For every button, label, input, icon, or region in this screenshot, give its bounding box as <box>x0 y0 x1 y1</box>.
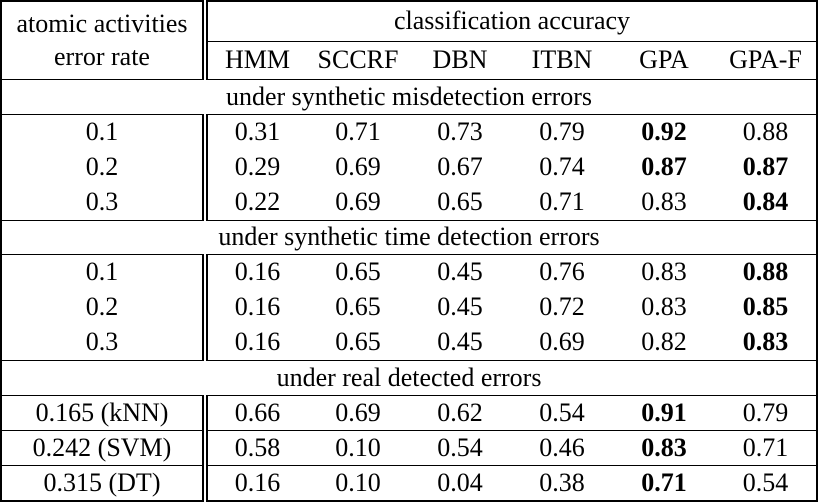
cell: 0.82 <box>641 327 687 357</box>
cell: 0.71 <box>613 465 715 501</box>
cell: 0.45 <box>437 327 483 357</box>
row-label: 0.3 <box>85 327 119 357</box>
cell: 0.16 <box>202 325 307 361</box>
column-header-itbn: ITBN <box>511 41 613 81</box>
table-row: 0.315 (DT) 0.16 0.10 0.04 0.38 0.71 0.54 <box>1 465 818 501</box>
cell: 0.29 <box>202 149 307 185</box>
span-header: classification accuracy <box>201 1 818 42</box>
cell: 0.66 <box>202 395 307 431</box>
column-header-sccrf: SCCRF <box>307 41 409 81</box>
table-row: 0.3 0.16 0.65 0.45 0.69 0.82 0.83 <box>1 325 817 361</box>
cell: 0.45 <box>437 257 483 287</box>
table-row: 0.2 0.16 0.65 0.45 0.72 0.83 0.85 <box>1 290 817 326</box>
cell: 0.83 <box>641 257 687 287</box>
cell: 0.31 <box>202 114 307 150</box>
cell: 0.69 <box>335 186 381 216</box>
cell: 0.73 <box>437 117 483 147</box>
corner-header: atomic activities error rate <box>1 1 205 81</box>
cell: 0.54 <box>539 397 585 427</box>
table-row: 0.1 0.31 0.71 0.73 0.79 0.92 0.88 <box>1 114 817 150</box>
cell: 0.65 <box>335 257 381 287</box>
cell: 0.16 <box>202 290 307 326</box>
row-label: 0.1 <box>85 117 119 147</box>
cell: 0.65 <box>335 327 381 357</box>
cell: 0.72 <box>539 292 585 322</box>
cell: 0.79 <box>539 117 585 147</box>
corner-header-line1: atomic activities <box>16 9 188 39</box>
cell: 0.88 <box>742 117 789 147</box>
cell: 0.67 <box>437 152 483 182</box>
cell: 0.38 <box>511 465 613 501</box>
table-row: 0.165 (kNN) 0.66 0.69 0.62 0.54 0.91 0.7… <box>1 395 817 431</box>
table-row: 0.242 (SVM) 0.58 0.10 0.54 0.46 0.83 0.7… <box>1 429 818 466</box>
cell: 0.71 <box>715 429 818 466</box>
table-row: 0.2 0.29 0.69 0.67 0.74 0.87 0.87 <box>1 149 817 185</box>
header-row-2: HMM SCCRF DBN ITBN GPA GPA-F <box>1 41 818 81</box>
cell: 0.91 <box>641 397 687 427</box>
column-header-gpa: GPA <box>613 41 715 81</box>
cell: 0.79 <box>742 397 789 427</box>
row-label: 0.2 <box>85 292 119 322</box>
row-label: 0.3 <box>85 186 119 216</box>
section-title: under synthetic time detection errors <box>1 219 818 256</box>
cell: 0.74 <box>539 152 585 182</box>
cell: 0.46 <box>511 429 613 466</box>
cell: 0.88 <box>742 257 789 287</box>
cell: 0.65 <box>335 292 381 322</box>
cell: 0.04 <box>409 465 511 501</box>
column-header-gpaf: GPA-F <box>715 41 818 81</box>
cell: 0.69 <box>539 327 585 357</box>
cell: 0.54 <box>715 465 818 501</box>
section-title: under real detected errors <box>1 359 818 396</box>
cell: 0.16 <box>202 254 307 291</box>
cell: 0.54 <box>409 429 511 466</box>
cell: 0.83 <box>641 186 687 216</box>
section-header-time-detection: under synthetic time detection errors <box>1 219 818 256</box>
cell: 0.69 <box>335 152 381 182</box>
cell: 0.69 <box>335 397 381 427</box>
row-label: 0.242 (SVM) <box>1 429 205 466</box>
cell: 0.45 <box>437 292 483 322</box>
cell: 0.87 <box>641 152 687 182</box>
header-row-1: atomic activities error rate classificat… <box>1 1 818 81</box>
section-title: under synthetic misdetection errors <box>1 79 818 115</box>
cell: 0.62 <box>437 397 483 427</box>
cell: 0.71 <box>335 117 381 147</box>
cell: 0.92 <box>641 117 687 147</box>
table-row: 0.1 0.16 0.65 0.45 0.76 0.83 0.88 <box>1 254 817 291</box>
section-header-misdetection: under synthetic misdetection errors <box>1 79 818 115</box>
cell: 0.22 <box>202 184 307 221</box>
row-label: 0.1 <box>85 257 119 287</box>
column-header-hmm: HMM <box>202 41 307 81</box>
cell: 0.85 <box>742 292 789 322</box>
corner-header-line2: error rate <box>54 41 150 71</box>
cell: 0.87 <box>742 152 789 182</box>
column-header-dbn: DBN <box>409 41 511 81</box>
section-header-real-errors: under real detected errors <box>1 359 818 396</box>
cell: 0.76 <box>539 257 585 287</box>
cell: 0.65 <box>437 186 483 216</box>
cell: 0.10 <box>307 429 409 466</box>
cell: 0.83 <box>742 327 789 357</box>
cell: 0.10 <box>307 465 409 501</box>
cell: 0.83 <box>613 429 715 466</box>
cell: 0.58 <box>202 429 307 466</box>
cell: 0.16 <box>202 465 307 501</box>
row-label: 0.315 (DT) <box>1 465 205 501</box>
cell: 0.71 <box>539 186 585 216</box>
cell: 0.84 <box>742 186 789 216</box>
table-row: 0.3 0.22 0.69 0.65 0.71 0.83 0.84 <box>1 184 817 221</box>
cell: 0.83 <box>641 292 687 322</box>
row-label: 0.165 (kNN) <box>35 397 169 427</box>
row-label: 0.2 <box>85 152 119 182</box>
